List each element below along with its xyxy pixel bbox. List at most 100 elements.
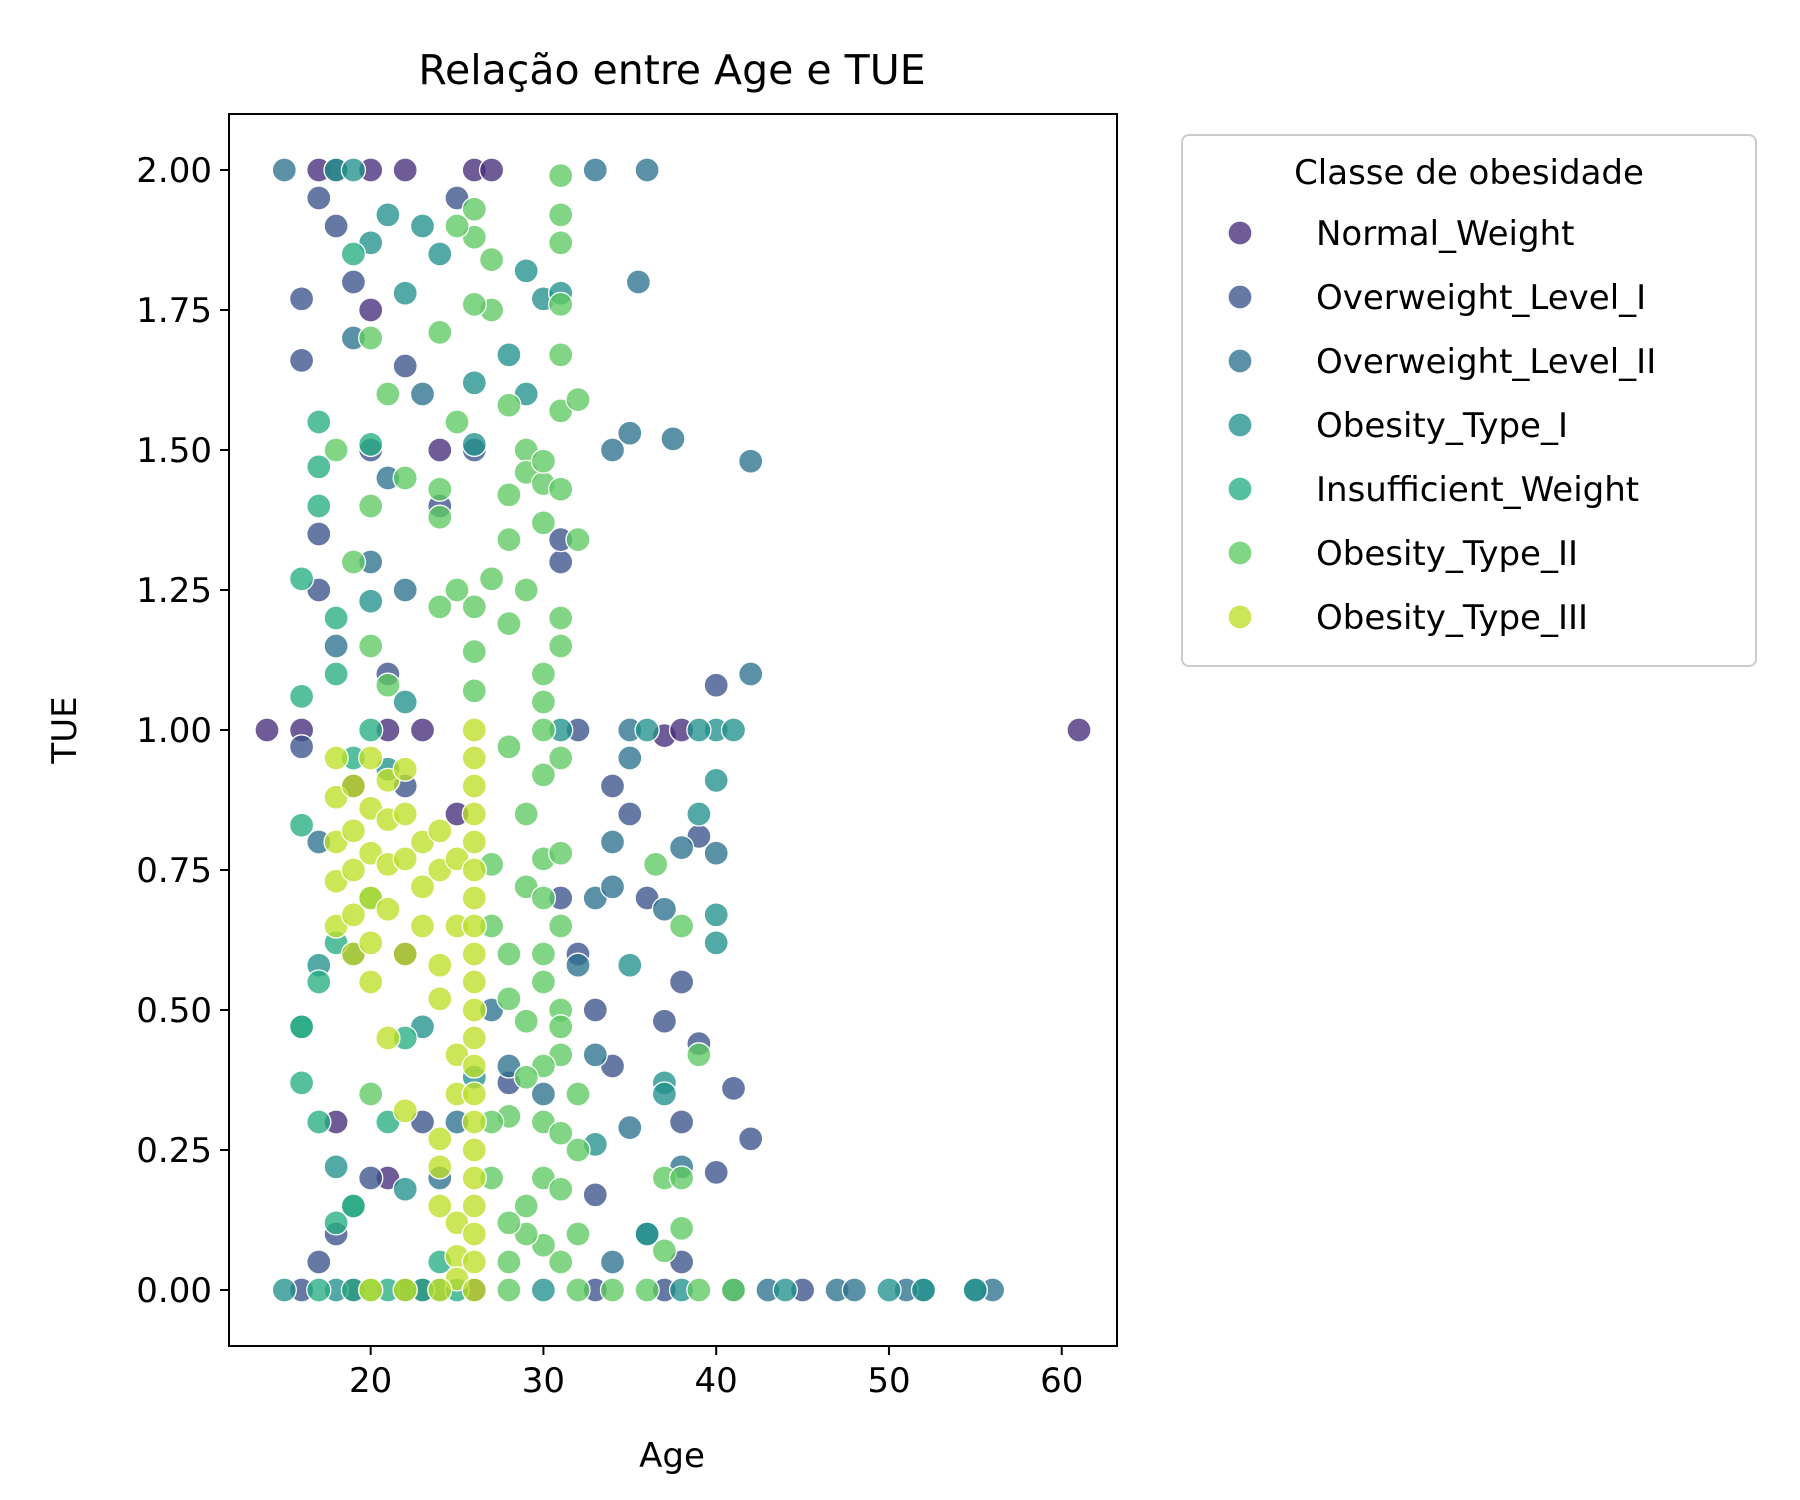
series-Obesity_Type_II [323,162,747,1303]
data-points [254,157,1092,1303]
data-point [323,633,349,659]
data-point [340,269,367,295]
data-point [565,1221,591,1247]
data-point [461,1137,487,1163]
plot-area [228,113,1118,1347]
legend-item: Normal_Weight [1227,214,1574,254]
data-point [530,885,557,911]
data-point [496,1277,522,1303]
data-point [703,902,729,928]
data-point [686,1042,712,1068]
x-tick-label: 60 [1040,1361,1083,1401]
data-point [288,566,315,592]
data-point [392,157,418,183]
data-point [478,157,505,183]
data-point [427,1193,453,1219]
data-point [392,577,418,603]
data-point [496,941,522,967]
data-point [409,913,436,939]
legend-box [1181,134,1757,667]
data-point [478,246,505,273]
data-point [358,325,384,351]
y-tick-label: 0.75 [136,851,212,891]
data-point [668,969,695,995]
data-point [340,1193,367,1219]
data-point [306,409,332,435]
data-point [565,952,591,978]
x-tick-label: 40 [695,1361,738,1401]
chart-title: Relação entre Age e TUE [418,46,925,94]
y-tick-label: 2.00 [136,151,212,191]
data-point [254,717,280,743]
data-point [461,1081,487,1107]
data-point [461,773,487,799]
data-point [703,930,729,956]
data-point [703,840,729,866]
legend-label: Normal_Weight [1316,214,1574,254]
data-point [496,482,522,508]
data-point [686,801,712,827]
data-point [427,1277,453,1303]
data-point [634,157,660,183]
x-axis-label: Age [639,1436,705,1476]
data-point [427,818,453,844]
data-point [461,745,487,771]
y-tick-label: 1.50 [136,431,212,471]
data-point [582,1182,608,1208]
data-point [599,1249,626,1275]
data-point [530,661,557,687]
data-point [392,280,418,306]
data-point [375,381,401,407]
legend-item: Obesity_Type_III [1227,598,1588,638]
data-point [668,1165,695,1191]
data-point [392,1098,418,1124]
y-tick-label: 1.75 [136,291,212,331]
data-point [496,392,522,418]
data-point [496,1249,522,1275]
data-point [530,1081,557,1107]
data-point [565,1081,591,1107]
y-axis: 0.00 0.25 0.50 0.75 1.00 1.25 1.50 1.75 2.00 [136,151,229,1311]
data-point [461,829,487,855]
data-point [461,678,487,704]
data-point [617,420,643,446]
data-point [461,913,487,939]
data-point [668,913,695,939]
data-point [427,319,453,346]
data-point [720,1075,747,1102]
data-point [565,386,591,413]
legend-item: Obesity_Type_II [1227,534,1578,574]
data-point [617,952,643,978]
series-Obesity_Type_III [323,717,487,1303]
data-point [461,291,487,318]
series-Overweight_Level_I [288,185,816,1303]
data-point [288,683,315,710]
data-point [686,717,712,743]
data-point [427,437,453,463]
data-point [288,286,315,312]
data-point [634,1277,660,1303]
y-tick-label: 0.50 [136,991,212,1031]
data-point [513,1064,539,1090]
data-point [288,1014,315,1040]
data-point [392,846,418,872]
data-point [530,762,557,788]
data-point [392,756,418,782]
data-point [565,526,591,553]
data-point [617,745,643,771]
legend-marker [1227,604,1253,630]
data-point [375,202,401,228]
data-point [841,1277,868,1303]
data-point [738,661,764,687]
data-point [461,431,487,458]
data-point [738,448,764,474]
data-point [496,986,522,1012]
data-point [668,1109,695,1135]
data-point [513,258,539,284]
data-point [358,969,384,995]
legend-label: Obesity_Type_I [1316,406,1568,446]
data-point [323,1154,349,1180]
data-point [548,840,574,866]
data-point [548,202,574,228]
data-point [876,1277,902,1303]
